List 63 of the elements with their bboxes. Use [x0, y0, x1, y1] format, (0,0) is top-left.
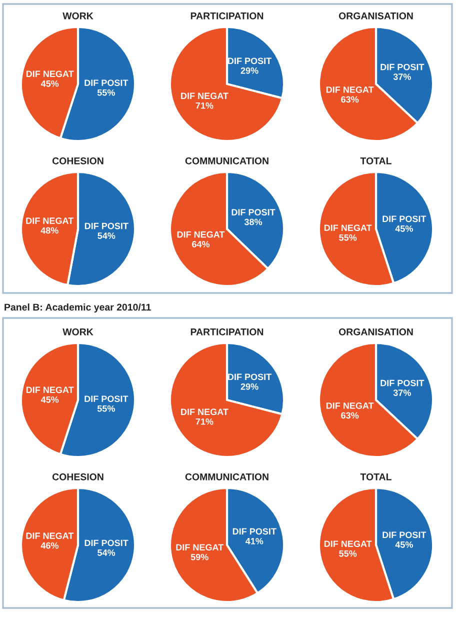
- data-label: 29%: [240, 383, 258, 390]
- text: Panel B: Academic year 2010/11: [4, 303, 151, 313]
- chart-title: COMMUNICATION: [185, 157, 268, 164]
- data-label: 63%: [341, 96, 359, 103]
- chart-title: PARTICIPATION: [190, 328, 264, 336]
- data-label: 37%: [393, 74, 411, 80]
- data-label: 64%: [192, 241, 210, 248]
- data-label: 54%: [98, 549, 116, 556]
- data-label: 29%: [240, 67, 258, 74]
- data-label: 45%: [395, 225, 413, 232]
- slice-label: DIF NEGAT: [176, 544, 224, 551]
- data-label: 55%: [97, 405, 115, 412]
- data-label: 41%: [245, 538, 264, 544]
- slice-label: DIF POSIT: [84, 540, 128, 546]
- data-label: 45%: [40, 396, 59, 403]
- data-label: 71%: [196, 418, 214, 425]
- data-label: 63%: [341, 412, 359, 419]
- slice-label: DIF NEGAT: [26, 70, 74, 78]
- chart-title: COHESION: [52, 157, 104, 164]
- chart-title: ORGANISATION: [338, 328, 413, 336]
- slice-label: DIF NEGAT: [326, 86, 374, 93]
- data-label: 55%: [339, 550, 357, 557]
- slice-label: DIF NEGAT: [26, 386, 74, 394]
- slice-label: DIF POSIT: [84, 396, 128, 402]
- chart-title: TOTAL: [360, 157, 392, 164]
- slice-label: DIF NEGAT: [324, 224, 372, 232]
- data-label: 38%: [244, 218, 262, 226]
- slice-label: DIF NEGAT: [181, 92, 228, 100]
- slice-label: DIF NEGAT: [26, 532, 74, 539]
- slice-label: DIF POSIT: [382, 532, 426, 538]
- data-label: 48%: [40, 227, 58, 234]
- slice-label: DIF POSIT: [232, 209, 276, 216]
- slice-label: DIF POSIT: [232, 528, 276, 535]
- data-label: 46%: [40, 542, 58, 549]
- slice-label: DIF NEGAT: [26, 218, 74, 224]
- slice-label: DIF POSIT: [380, 380, 424, 386]
- slice-label: DIF POSIT: [382, 216, 426, 222]
- slice-label: DIF NEGAT: [326, 402, 374, 409]
- data-label: 71%: [196, 102, 214, 109]
- slice-label: DIF POSIT: [228, 374, 272, 380]
- pie-slice: [168, 26, 284, 142]
- slice-label: DIF POSIT: [84, 80, 128, 86]
- chart-title: ORGANISATION: [338, 12, 413, 20]
- slice-label: DIF POSIT: [228, 58, 272, 64]
- data-label: 45%: [395, 541, 413, 548]
- chart-title: COMMUNICATION: [185, 473, 268, 480]
- data-label: 59%: [190, 554, 208, 560]
- chart-title: WORK: [62, 328, 94, 336]
- chart-title: PARTICIPATION: [190, 12, 264, 20]
- chart-title: COHESION: [52, 473, 104, 480]
- slice-label: DIF NEGAT: [181, 408, 228, 416]
- chart-title: TOTAL: [360, 473, 392, 480]
- data-label: 55%: [97, 89, 115, 96]
- slice-label: DIF POSIT: [380, 64, 424, 70]
- slice-label: DIF NEGAT: [177, 231, 225, 238]
- data-label: 55%: [339, 234, 357, 241]
- pie-slice: [168, 342, 284, 458]
- slice-label: DIF NEGAT: [324, 540, 372, 548]
- data-label: 45%: [40, 80, 59, 87]
- data-label: 54%: [98, 232, 116, 239]
- data-label: 37%: [393, 390, 411, 396]
- slice-label: DIF POSIT: [84, 222, 128, 230]
- chart-title: WORK: [62, 12, 94, 20]
